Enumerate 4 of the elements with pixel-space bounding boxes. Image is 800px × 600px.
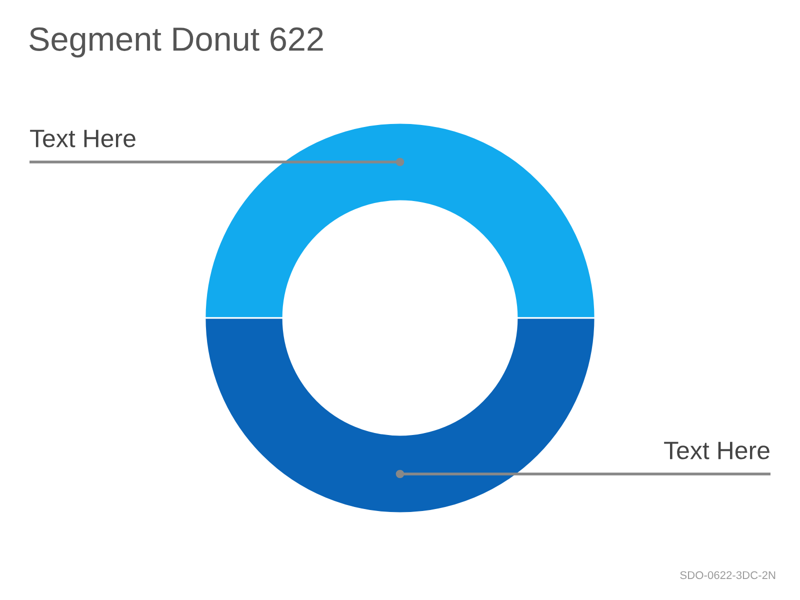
text: SDO-0622-3DC-2N — [680, 571, 776, 580]
slice-label: Text Here — [30, 130, 136, 148]
slice-label: Text Here — [664, 442, 770, 460]
chart-title: Segment Donut 622 — [30, 27, 323, 58]
